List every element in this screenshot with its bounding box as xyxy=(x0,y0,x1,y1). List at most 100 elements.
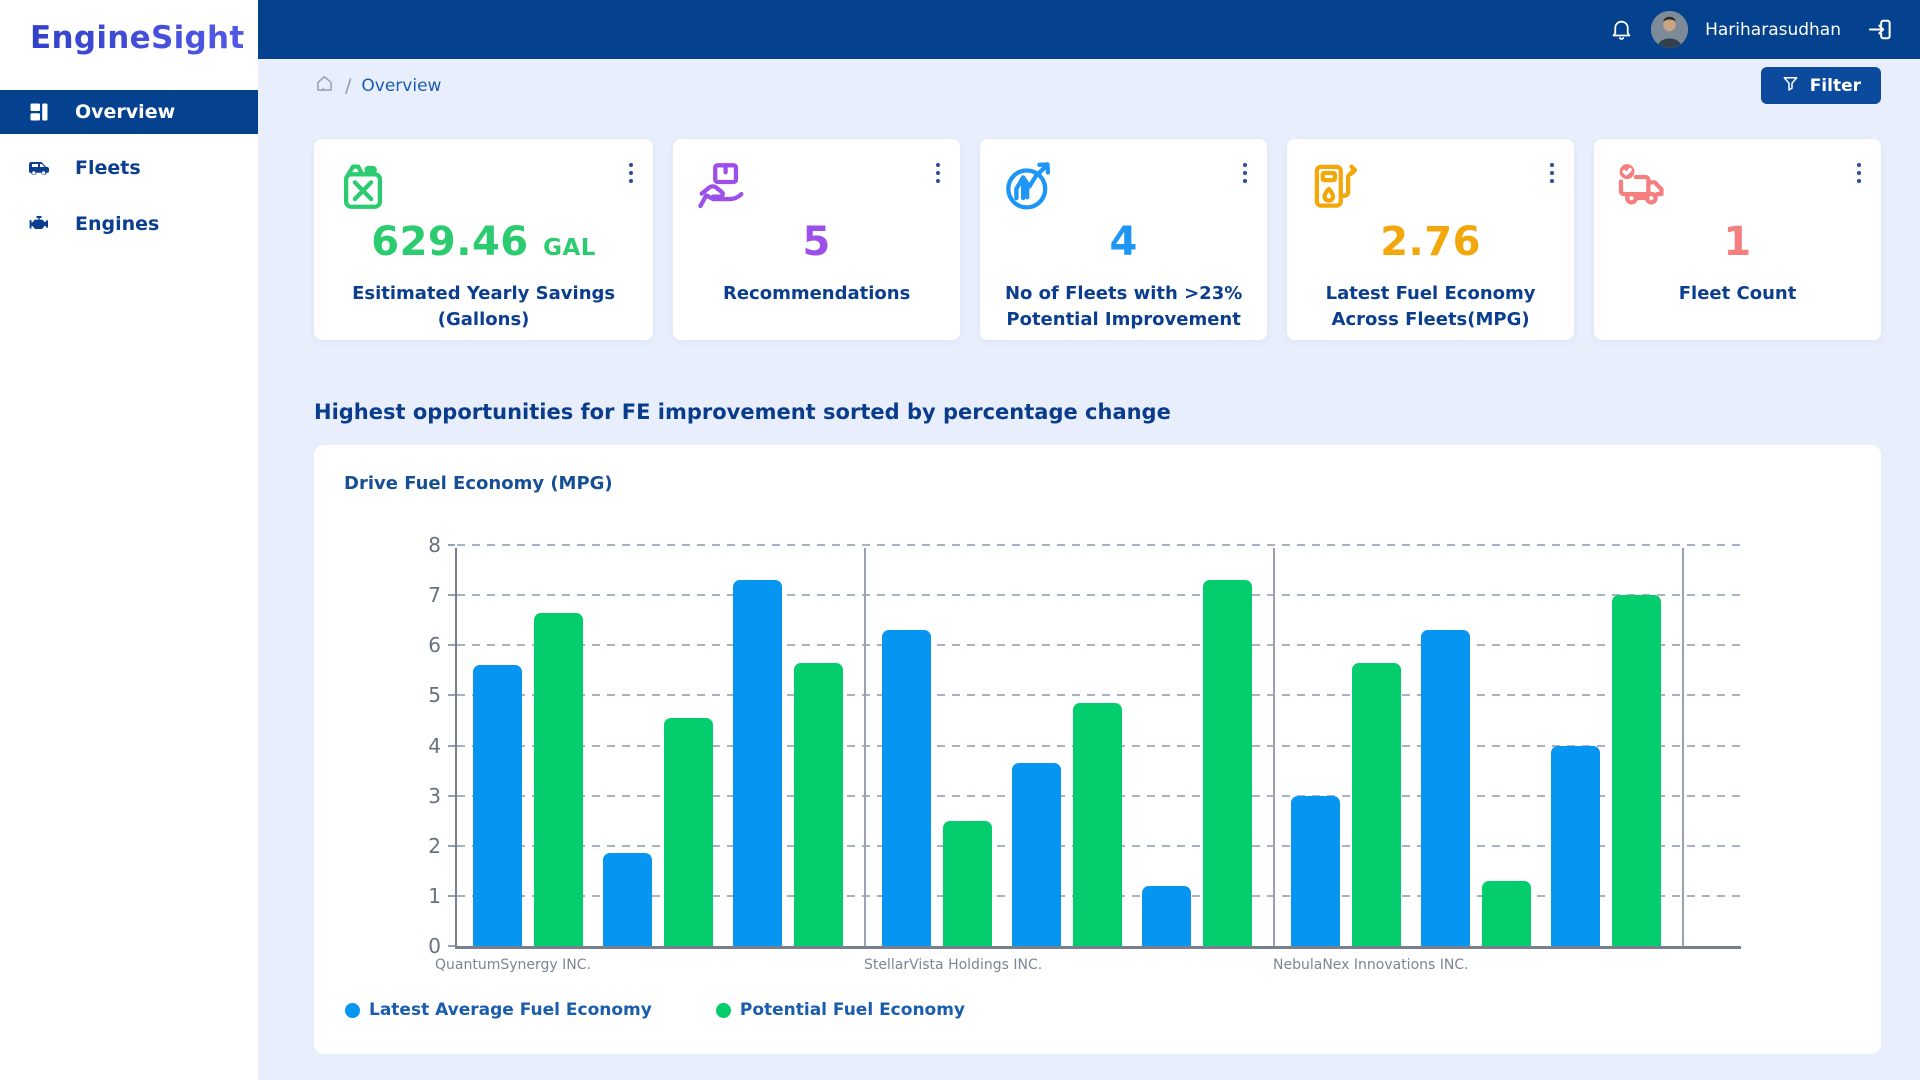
y-axis-tick-label: 3 xyxy=(428,783,441,808)
card-menu-button[interactable] xyxy=(625,159,637,187)
latest-fuel-economy-bar[interactable] xyxy=(473,665,522,946)
bar-pair xyxy=(882,630,992,946)
x-axis-category-label: NebulaNex Innovations INC. xyxy=(1273,957,1469,973)
latest-fuel-economy-bar[interactable] xyxy=(1551,745,1600,946)
chart-plot-area: 0 1 2 3 4 5 6 7 8 QuantumSynergy INC. StellarVista… xyxy=(428,535,1741,973)
bar-pair xyxy=(603,717,713,946)
card-menu-button[interactable] xyxy=(1853,159,1865,187)
stat-card: 1 Fleet Count xyxy=(1594,139,1881,340)
home-icon[interactable] xyxy=(314,73,335,98)
y-axis-tick xyxy=(448,945,455,947)
x-axis-category-label: QuantumSynergy INC. xyxy=(435,957,591,973)
card-menu-button[interactable] xyxy=(932,159,944,187)
y-axis-tick xyxy=(448,694,455,697)
latest-fuel-economy-bar[interactable] xyxy=(733,580,782,946)
stat-label: Latest Fuel Economy Across Fleets(MPG) xyxy=(1325,283,1536,331)
sidebar-item-label: Fleets xyxy=(75,157,141,179)
notifications-bell-icon[interactable] xyxy=(1609,17,1634,42)
hand-box-icon xyxy=(695,159,749,213)
sidebar-item-fleets[interactable]: Fleets xyxy=(0,146,258,190)
x-axis-category-label: StellarVista Holdings INC. xyxy=(864,957,1043,973)
filter-button[interactable]: Filter xyxy=(1760,67,1881,104)
latest-fuel-economy-bar[interactable] xyxy=(882,630,931,946)
stat-label: Recommendations xyxy=(722,283,911,304)
potential-fuel-economy-bar[interactable] xyxy=(1612,595,1661,946)
stat-card: 2.76 Latest Fuel Economy Across Fleets(M… xyxy=(1287,139,1575,340)
y-axis-tick-label: 0 xyxy=(428,934,441,958)
bar-pair xyxy=(733,580,843,946)
y-axis-tick-label: 4 xyxy=(428,733,441,758)
sidebar-item-overview[interactable]: Overview xyxy=(0,90,258,134)
gridline xyxy=(457,694,1741,697)
potential-fuel-economy-bar[interactable] xyxy=(943,820,992,946)
engine-icon xyxy=(27,212,51,236)
y-axis-tick xyxy=(448,744,455,747)
stat-value: 4 xyxy=(1109,219,1138,265)
logout-icon[interactable] xyxy=(1866,16,1893,43)
latest-fuel-economy-bar[interactable] xyxy=(1142,885,1191,946)
potential-fuel-economy-bar[interactable] xyxy=(1352,662,1401,946)
stat-value: 629.46 GAL xyxy=(371,219,596,265)
breadcrumb-separator: / xyxy=(345,74,352,97)
bar-group: QuantumSynergy INC. xyxy=(435,548,866,973)
section-heading: Highest opportunities for FE improvement… xyxy=(314,400,1171,424)
stat-card: 5 Recommendations xyxy=(673,139,961,340)
sidebar-item-engines[interactable]: Engines xyxy=(0,202,258,246)
bar-pair xyxy=(1551,595,1661,946)
potential-fuel-economy-bar[interactable] xyxy=(1203,580,1252,946)
bar-pair xyxy=(1012,702,1122,946)
breadcrumb-current[interactable]: Overview xyxy=(361,75,442,96)
bar-group: StellarVista Holdings INC. xyxy=(864,548,1275,973)
legend-dot-green xyxy=(715,1002,731,1018)
sidebar-nav: Overview Fleets Engines xyxy=(0,90,258,246)
sidebar: EngineSight Overview Fleets Engines xyxy=(0,0,258,1080)
bar-pair xyxy=(1291,662,1401,946)
chart: 0 1 2 3 4 5 6 7 8 QuantumSynergy INC. StellarVista… xyxy=(428,535,1741,973)
main-content: / Overview Filter 629.46 GAL Esitimated … xyxy=(258,0,1920,1054)
latest-fuel-economy-bar[interactable] xyxy=(603,853,652,946)
y-axis-tick xyxy=(448,894,455,897)
gridline xyxy=(457,644,1741,647)
y-axis-tick-label: 8 xyxy=(428,533,441,557)
truck-check-icon xyxy=(1616,159,1670,213)
y-axis-tick xyxy=(448,794,455,797)
stat-value: 1 xyxy=(1723,219,1752,265)
latest-fuel-economy-bar[interactable] xyxy=(1291,795,1340,946)
latest-fuel-economy-bar[interactable] xyxy=(1012,763,1061,946)
bar-group: NebulaNex Innovations INC. xyxy=(1273,548,1684,973)
van-icon xyxy=(27,156,51,180)
card-menu-button[interactable] xyxy=(1546,159,1558,187)
y-axis-tick xyxy=(448,594,455,597)
legend-item[interactable]: Latest Average Fuel Economy xyxy=(345,1000,652,1020)
y-axis-tick xyxy=(448,644,455,647)
chart-card: Drive Fuel Economy (MPG) 0 1 2 3 4 5 6 7 8 Quantu… xyxy=(314,445,1881,1054)
app-logo[interactable]: EngineSight xyxy=(0,0,258,56)
bar-pair xyxy=(473,612,583,946)
gridline xyxy=(457,594,1741,597)
stat-value: 5 xyxy=(802,219,831,265)
potential-fuel-economy-bar[interactable] xyxy=(664,717,713,946)
user-avatar[interactable] xyxy=(1651,11,1689,48)
y-axis-tick xyxy=(448,844,455,847)
bar-pair xyxy=(1142,580,1252,946)
y-axis-tick-label: 5 xyxy=(428,683,441,708)
potential-fuel-economy-bar[interactable] xyxy=(1073,702,1122,946)
potential-fuel-economy-bar[interactable] xyxy=(794,662,843,946)
potential-fuel-economy-bar[interactable] xyxy=(534,612,583,946)
fuel-pump-icon xyxy=(1309,159,1363,213)
bar-pair xyxy=(1421,630,1531,946)
fuel-can-icon xyxy=(336,159,390,213)
card-menu-button[interactable] xyxy=(1239,159,1251,187)
y-axis-tick-label: 2 xyxy=(428,833,441,858)
growth-chart-icon xyxy=(1002,159,1056,213)
sidebar-item-label: Overview xyxy=(75,101,176,123)
y-axis-tick xyxy=(448,544,455,546)
latest-fuel-economy-bar[interactable] xyxy=(1421,630,1470,946)
top-bar: Hariharasudhan xyxy=(258,0,1920,59)
legend-item[interactable]: Potential Fuel Economy xyxy=(715,1000,965,1020)
gridline xyxy=(457,544,1741,546)
user-name[interactable]: Hariharasudhan xyxy=(1705,19,1841,40)
stat-card: 629.46 GAL Esitimated Yearly Savings (Ga… xyxy=(314,139,654,340)
breadcrumb: / Overview xyxy=(314,67,441,98)
potential-fuel-economy-bar[interactable] xyxy=(1482,880,1531,946)
